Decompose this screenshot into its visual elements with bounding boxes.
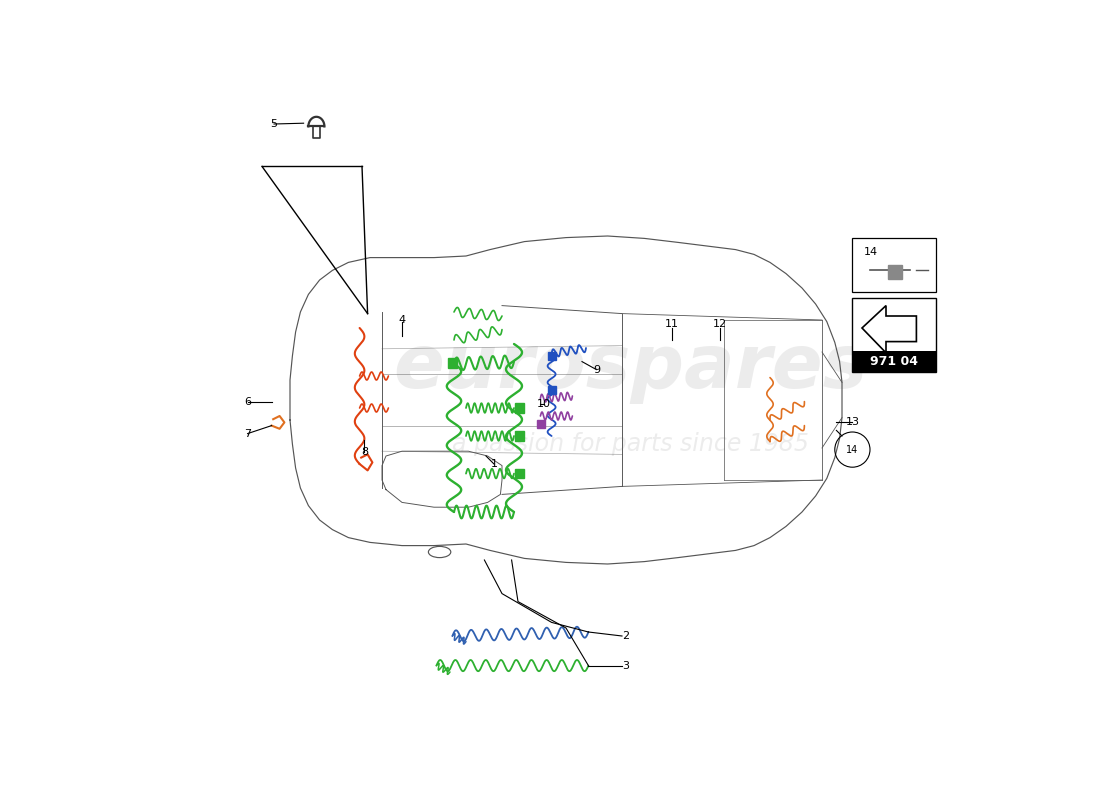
- Text: 11: 11: [664, 319, 679, 329]
- Bar: [515, 431, 525, 441]
- Text: 12: 12: [713, 319, 727, 329]
- FancyBboxPatch shape: [852, 351, 936, 372]
- Text: 14: 14: [846, 445, 858, 454]
- Text: 5: 5: [271, 119, 277, 129]
- Bar: [515, 469, 525, 478]
- Text: eurospares: eurospares: [393, 331, 867, 405]
- FancyBboxPatch shape: [852, 238, 936, 292]
- Text: 6: 6: [244, 397, 251, 406]
- Text: 9: 9: [593, 365, 600, 374]
- Text: 10: 10: [537, 399, 551, 409]
- Text: 4: 4: [398, 315, 406, 325]
- Polygon shape: [862, 306, 916, 353]
- Bar: [515, 403, 525, 413]
- Text: a passion for parts since 1985: a passion for parts since 1985: [452, 432, 808, 456]
- Text: 3: 3: [623, 661, 629, 670]
- Text: 14: 14: [864, 247, 878, 257]
- Text: 8: 8: [361, 447, 368, 457]
- Bar: [448, 358, 458, 368]
- Text: 13: 13: [846, 418, 859, 427]
- Bar: [888, 265, 902, 279]
- Text: 7: 7: [244, 429, 251, 438]
- Text: 1: 1: [491, 459, 497, 469]
- Text: 2: 2: [623, 631, 629, 641]
- Text: 971 04: 971 04: [870, 355, 918, 368]
- Bar: [537, 420, 546, 428]
- FancyBboxPatch shape: [852, 298, 936, 372]
- Bar: [549, 386, 557, 394]
- Bar: [549, 352, 557, 360]
